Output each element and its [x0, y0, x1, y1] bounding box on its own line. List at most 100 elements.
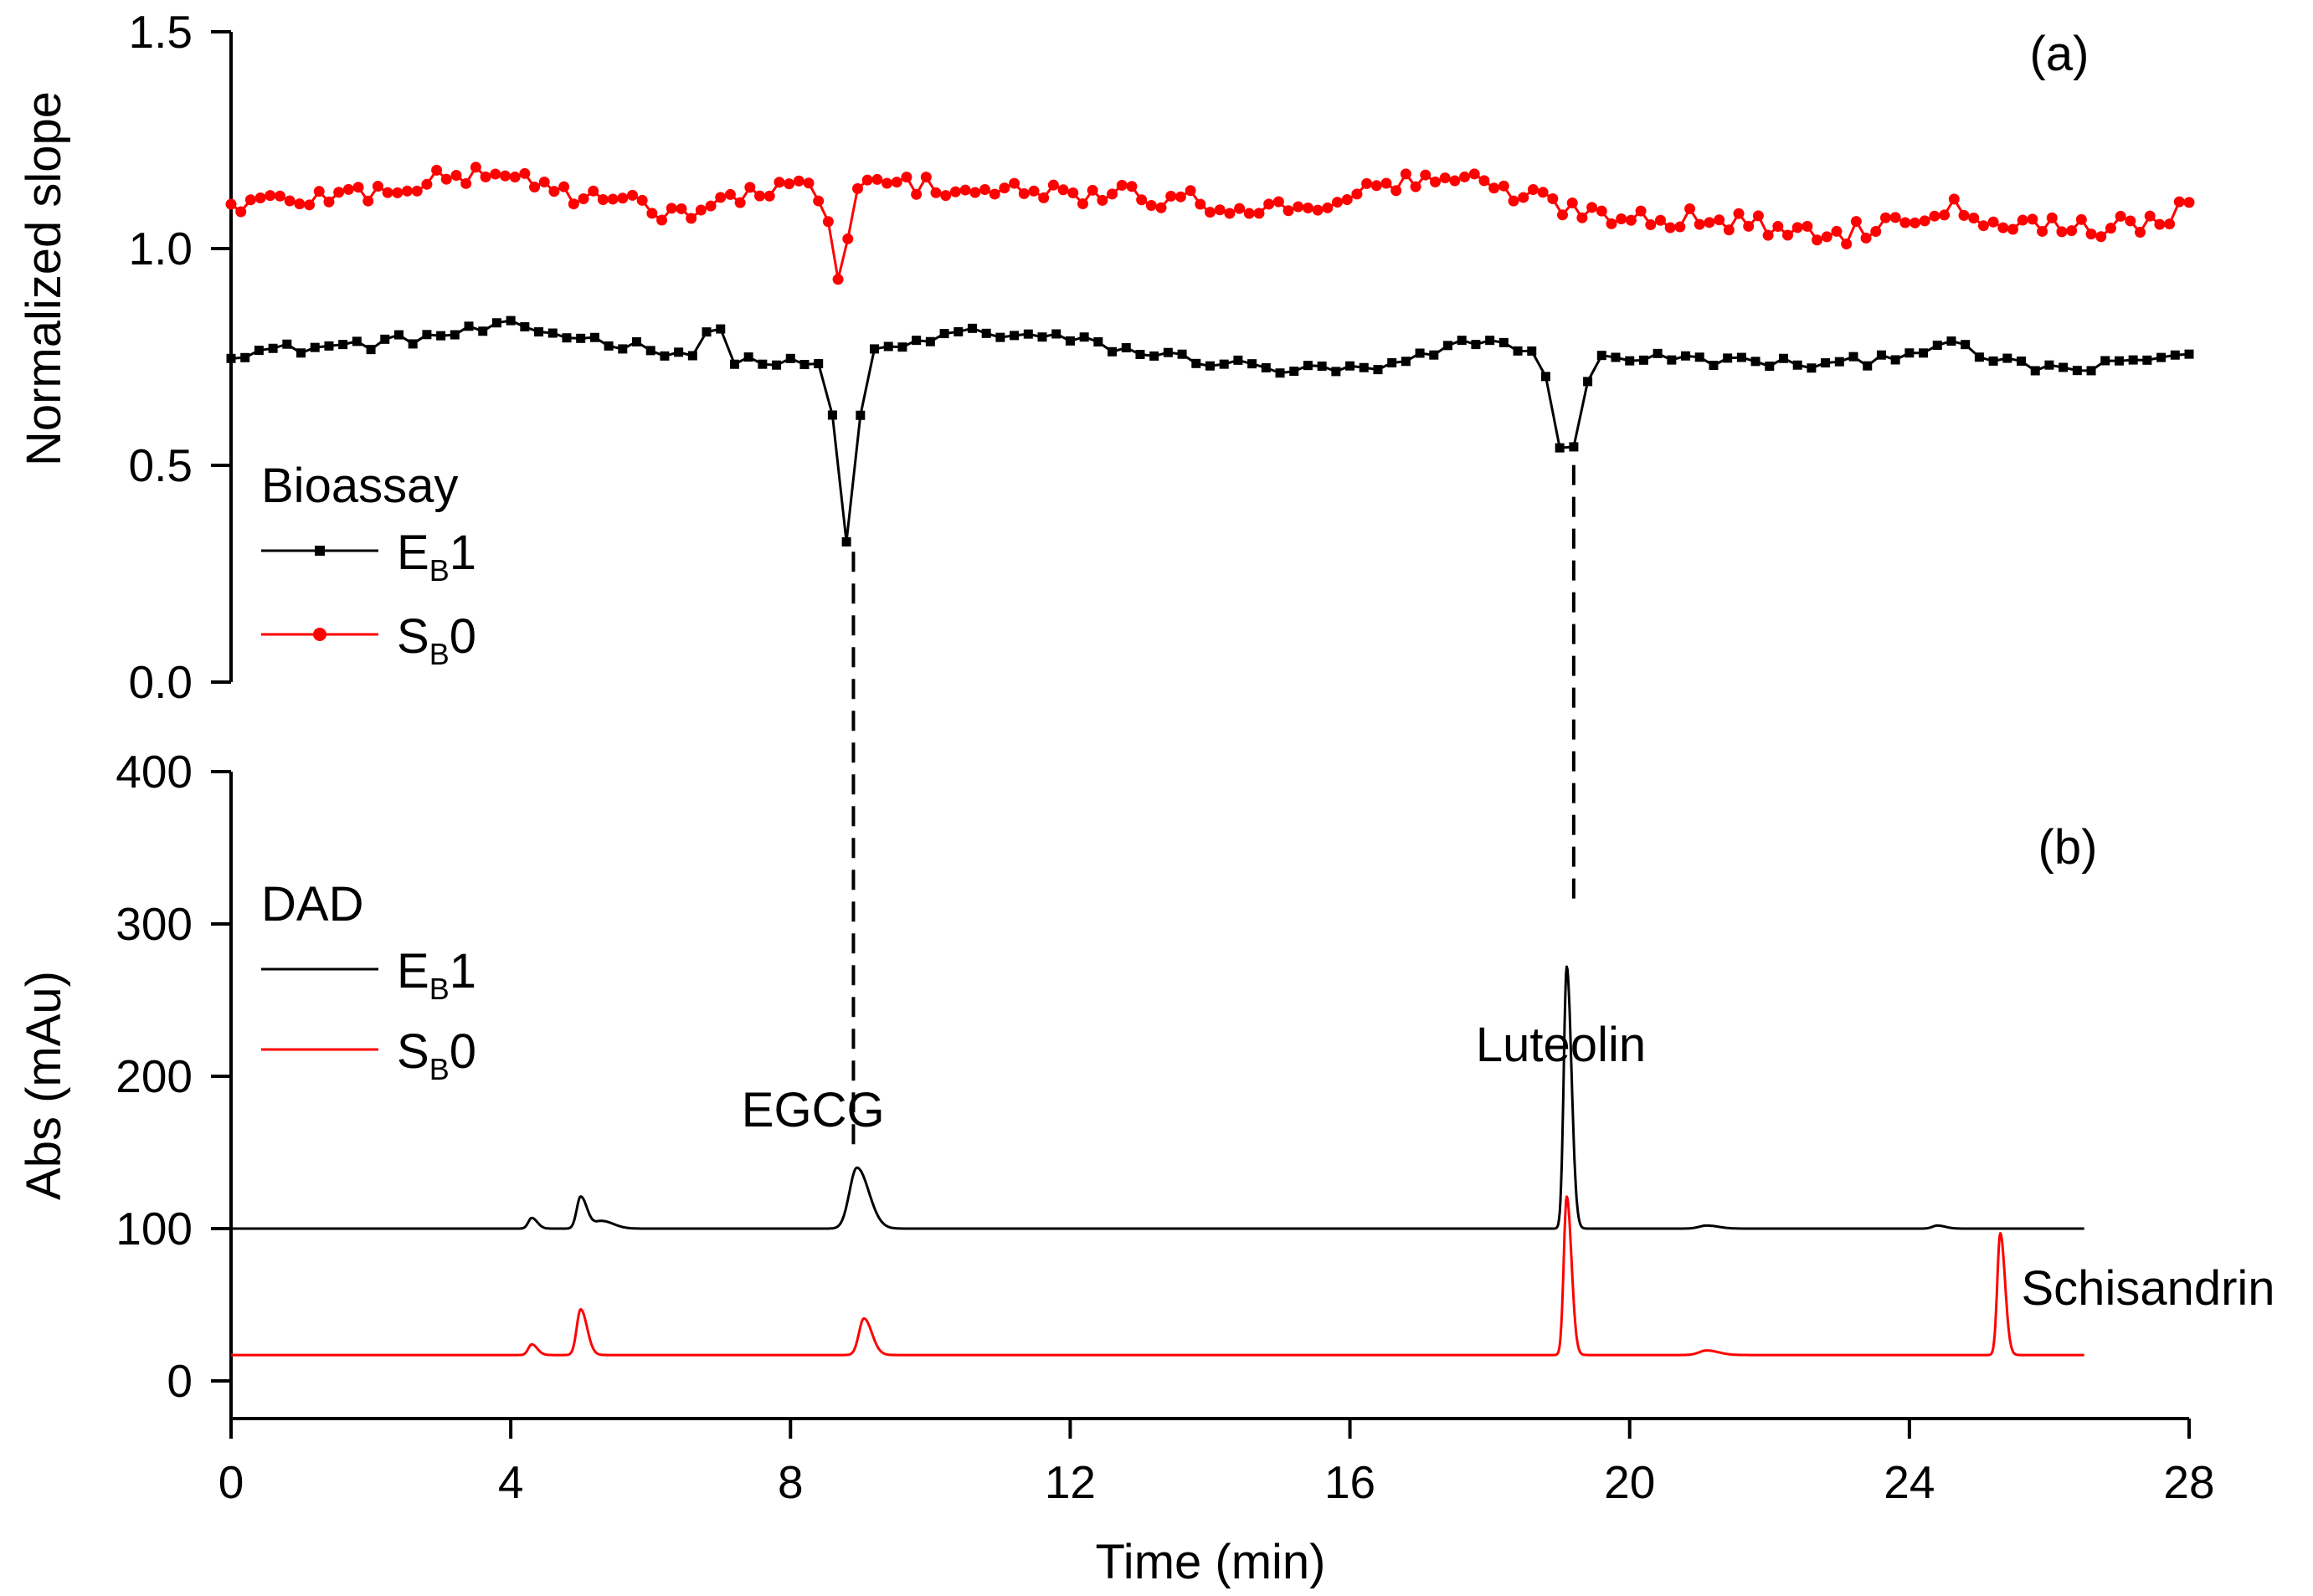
panel-a-eb1-point [464, 321, 474, 331]
panel-a-sb0-point [656, 214, 668, 226]
panel-a-sb0-point [1616, 213, 1627, 225]
panel-a-eb1-point [758, 359, 768, 369]
panel-a-eb1-point [912, 336, 922, 346]
panel-a-sb0-point [411, 185, 423, 197]
panel-a-sb0-point [2154, 218, 2166, 230]
panel-a-sb0-point [617, 192, 629, 204]
panel-a-eb1-point [478, 326, 488, 336]
panel-a-eb1-point [1736, 352, 1746, 362]
panel-a-sb0-point [313, 186, 325, 198]
panel-a-eb1-point [632, 336, 642, 346]
panel-a-sb0-point [1018, 187, 1030, 199]
panel-a-sb0-point [499, 170, 511, 182]
panel-a-eb1-point [226, 353, 236, 363]
panel-a-eb1-point [1093, 336, 1103, 346]
panel-a-eb1-point [1261, 362, 1271, 372]
panel-a-sb0-point [1586, 202, 1598, 213]
panel-a-sb0-point [686, 213, 697, 224]
panel-a-eb1-point [604, 341, 614, 351]
panel-a-sb0-point [304, 199, 316, 211]
panel-a-sb0-point [1870, 225, 1882, 237]
panel-a-sb0-point [754, 190, 766, 202]
panel-a-eb1-point [785, 353, 795, 363]
panel-a-sb0-point [2135, 227, 2146, 239]
panel-a-sb0-point [1380, 177, 1392, 189]
panel-a-eb1-point [1625, 356, 1635, 366]
panel-a-sb0-point [1576, 212, 1588, 223]
panel-a-eb1-point [1694, 352, 1704, 362]
panel-a-sb0-point [1997, 222, 2009, 233]
panel-a-sb0-point [1253, 208, 1265, 219]
panel-a-sb0-point [1332, 197, 1344, 208]
panel-a-sb0-point [333, 187, 345, 198]
panel-a-sb0-point [1772, 220, 1784, 232]
panel-a-sb0-point [1214, 204, 1226, 216]
panel-a-sb0-point [1879, 212, 1891, 223]
panel-a-sb0-point [1341, 194, 1353, 206]
panel-a-eb1-point [1443, 341, 1453, 351]
panel-a-eb1-point [799, 360, 810, 370]
panel-a-sb0-point [1910, 217, 1921, 228]
panel-b-annotation-schisandrin: Schisandrin [2022, 1261, 2275, 1316]
panel-a-eb1-point [589, 332, 599, 342]
panel-a-sb0-point [1116, 179, 1128, 191]
panel-a-sb0-point [1958, 209, 1970, 221]
panel-a-sb0-point [1243, 208, 1255, 219]
panel-a-sb0-point [1929, 210, 1940, 222]
panel-a-eb1-point [1373, 365, 1383, 375]
panel-a-sb0-point [1439, 172, 1451, 184]
panel-a-sb0-point [1370, 180, 1382, 192]
panel-a-sb0-point [1518, 192, 1529, 203]
peak-guides [851, 464, 1575, 1156]
panel-a-sb0-point [832, 274, 844, 285]
panel-a-eb1-point [1121, 343, 1131, 353]
panel-a-legend-eb1-marker [315, 546, 325, 556]
panel-a-eb1-point [772, 360, 782, 370]
panel-a-sb0-point [2007, 223, 2018, 235]
x-tick-label-1: 4 [498, 1456, 524, 1508]
panel-a-sb0-point [578, 193, 589, 205]
panel-a-sb0-point [1596, 205, 1607, 217]
panel-a-sb0-point [1390, 185, 1402, 197]
panel-a-eb1-point [352, 336, 362, 346]
panel-a-eb1-point [1932, 341, 1942, 351]
panel-b-sb0-trace [230, 1195, 2085, 1357]
panel-a-eb1-point [2017, 357, 2027, 367]
panel-a-sb0-point [851, 182, 863, 194]
panel-a-legend-eb1-suffix: 1 [450, 526, 476, 580]
panel-a-sb0-point [1527, 183, 1539, 195]
x-tick-label-6: 24 [1884, 1456, 1935, 1508]
panel-a-sb0-point [1351, 188, 1363, 200]
panel-a-eb1-point [1247, 359, 1257, 369]
panel-a-sb0-point [930, 187, 942, 198]
panel-a-legend-sb0-base: S [397, 609, 429, 664]
panel-a-sb0-point [1067, 187, 1079, 199]
panel-a-sb0-point [1272, 196, 1284, 208]
panel-a-sb0-point [1097, 194, 1108, 206]
panel-a-sb0-point [1743, 220, 1755, 232]
panel-a-eb1-point [1471, 340, 1481, 350]
panel-a-eb1-point [953, 326, 964, 336]
panel-a-sb0-point [1645, 219, 1657, 231]
panel-a-sb0-point [1850, 216, 1862, 228]
panel-a-sb0-point [1987, 216, 1999, 228]
panel-a-sb0-point [1400, 168, 1411, 180]
panel-a-sb0-point [1195, 198, 1206, 210]
panel-a-sb0-point [744, 182, 756, 193]
panel-a-sb0-point [1831, 225, 1843, 237]
panel-a-legend-entry-eb1: EB1 [261, 526, 476, 588]
panel-a-sb0-point [1654, 214, 1666, 226]
panel-a-sb0-point [323, 196, 335, 208]
panel-a-eb1-point [1331, 367, 1341, 377]
panel-a-sb0-point [626, 189, 638, 201]
panel-a-eb1-point [856, 410, 866, 420]
panel-a-sb0-point [607, 193, 619, 205]
panel-a-sb0-point [402, 185, 414, 197]
panel-a-eb1-point [1723, 353, 1733, 363]
panel-a-sb0-point [1312, 204, 1324, 216]
panel-b-legend-sb0-label: SB0 [397, 1024, 476, 1086]
panel-b-y-tick-label-0: 0 [167, 1355, 193, 1407]
panel-a-eb1-point [393, 330, 403, 340]
panel-a-sb0-point [1821, 231, 1832, 243]
panel-a-sb0-point [842, 233, 854, 244]
